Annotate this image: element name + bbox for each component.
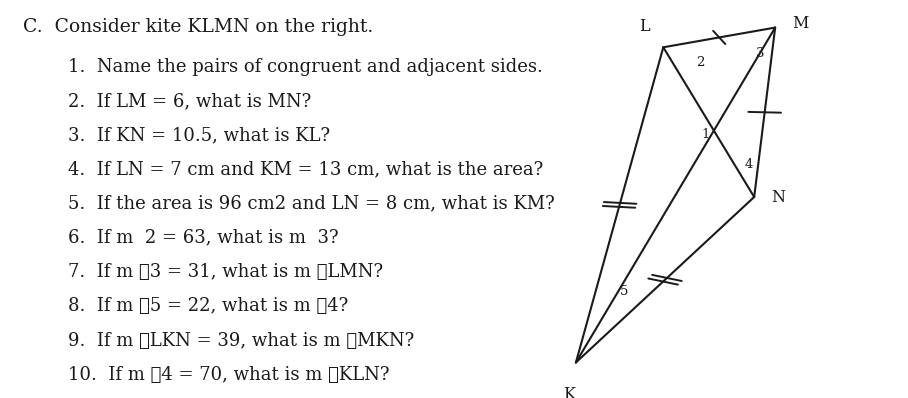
Text: 9.  If m ∶LKN = 39, what is m ∶MKN?: 9. If m ∶LKN = 39, what is m ∶MKN?: [68, 332, 414, 349]
Text: 7.  If m ∶3 = 31, what is m ∶LMN?: 7. If m ∶3 = 31, what is m ∶LMN?: [68, 263, 383, 281]
Text: 3.  If KN = 10.5, what is KL?: 3. If KN = 10.5, what is KL?: [68, 126, 331, 144]
Text: 5: 5: [619, 285, 628, 298]
Text: L: L: [638, 18, 649, 35]
Text: 2.  If LM = 6, what is MN?: 2. If LM = 6, what is MN?: [68, 92, 311, 110]
Text: C.  Consider kite KLMN on the right.: C. Consider kite KLMN on the right.: [23, 18, 373, 36]
Text: 2: 2: [696, 56, 705, 69]
Text: N: N: [772, 189, 785, 205]
Text: 4: 4: [745, 158, 753, 171]
Text: 1.  Name the pairs of congruent and adjacent sides.: 1. Name the pairs of congruent and adjac…: [68, 58, 543, 76]
Text: K: K: [563, 386, 575, 398]
Text: 8.  If m ∶5 = 22, what is m ∶4?: 8. If m ∶5 = 22, what is m ∶4?: [68, 297, 349, 315]
Text: 1: 1: [701, 129, 709, 141]
Text: M: M: [793, 15, 809, 32]
Text: 6.  If m  2 = 63, what is m  3?: 6. If m 2 = 63, what is m 3?: [68, 229, 339, 247]
Text: 10.  If m ∶4 = 70, what is m ∶KLN?: 10. If m ∶4 = 70, what is m ∶KLN?: [68, 366, 390, 384]
Text: 4.  If LN = 7 cm and KM = 13 cm, what is the area?: 4. If LN = 7 cm and KM = 13 cm, what is …: [68, 160, 543, 178]
Text: 3: 3: [755, 47, 765, 60]
Text: 5.  If the area is 96 cm2 and LN = 8 cm, what is KM?: 5. If the area is 96 cm2 and LN = 8 cm, …: [68, 195, 555, 213]
